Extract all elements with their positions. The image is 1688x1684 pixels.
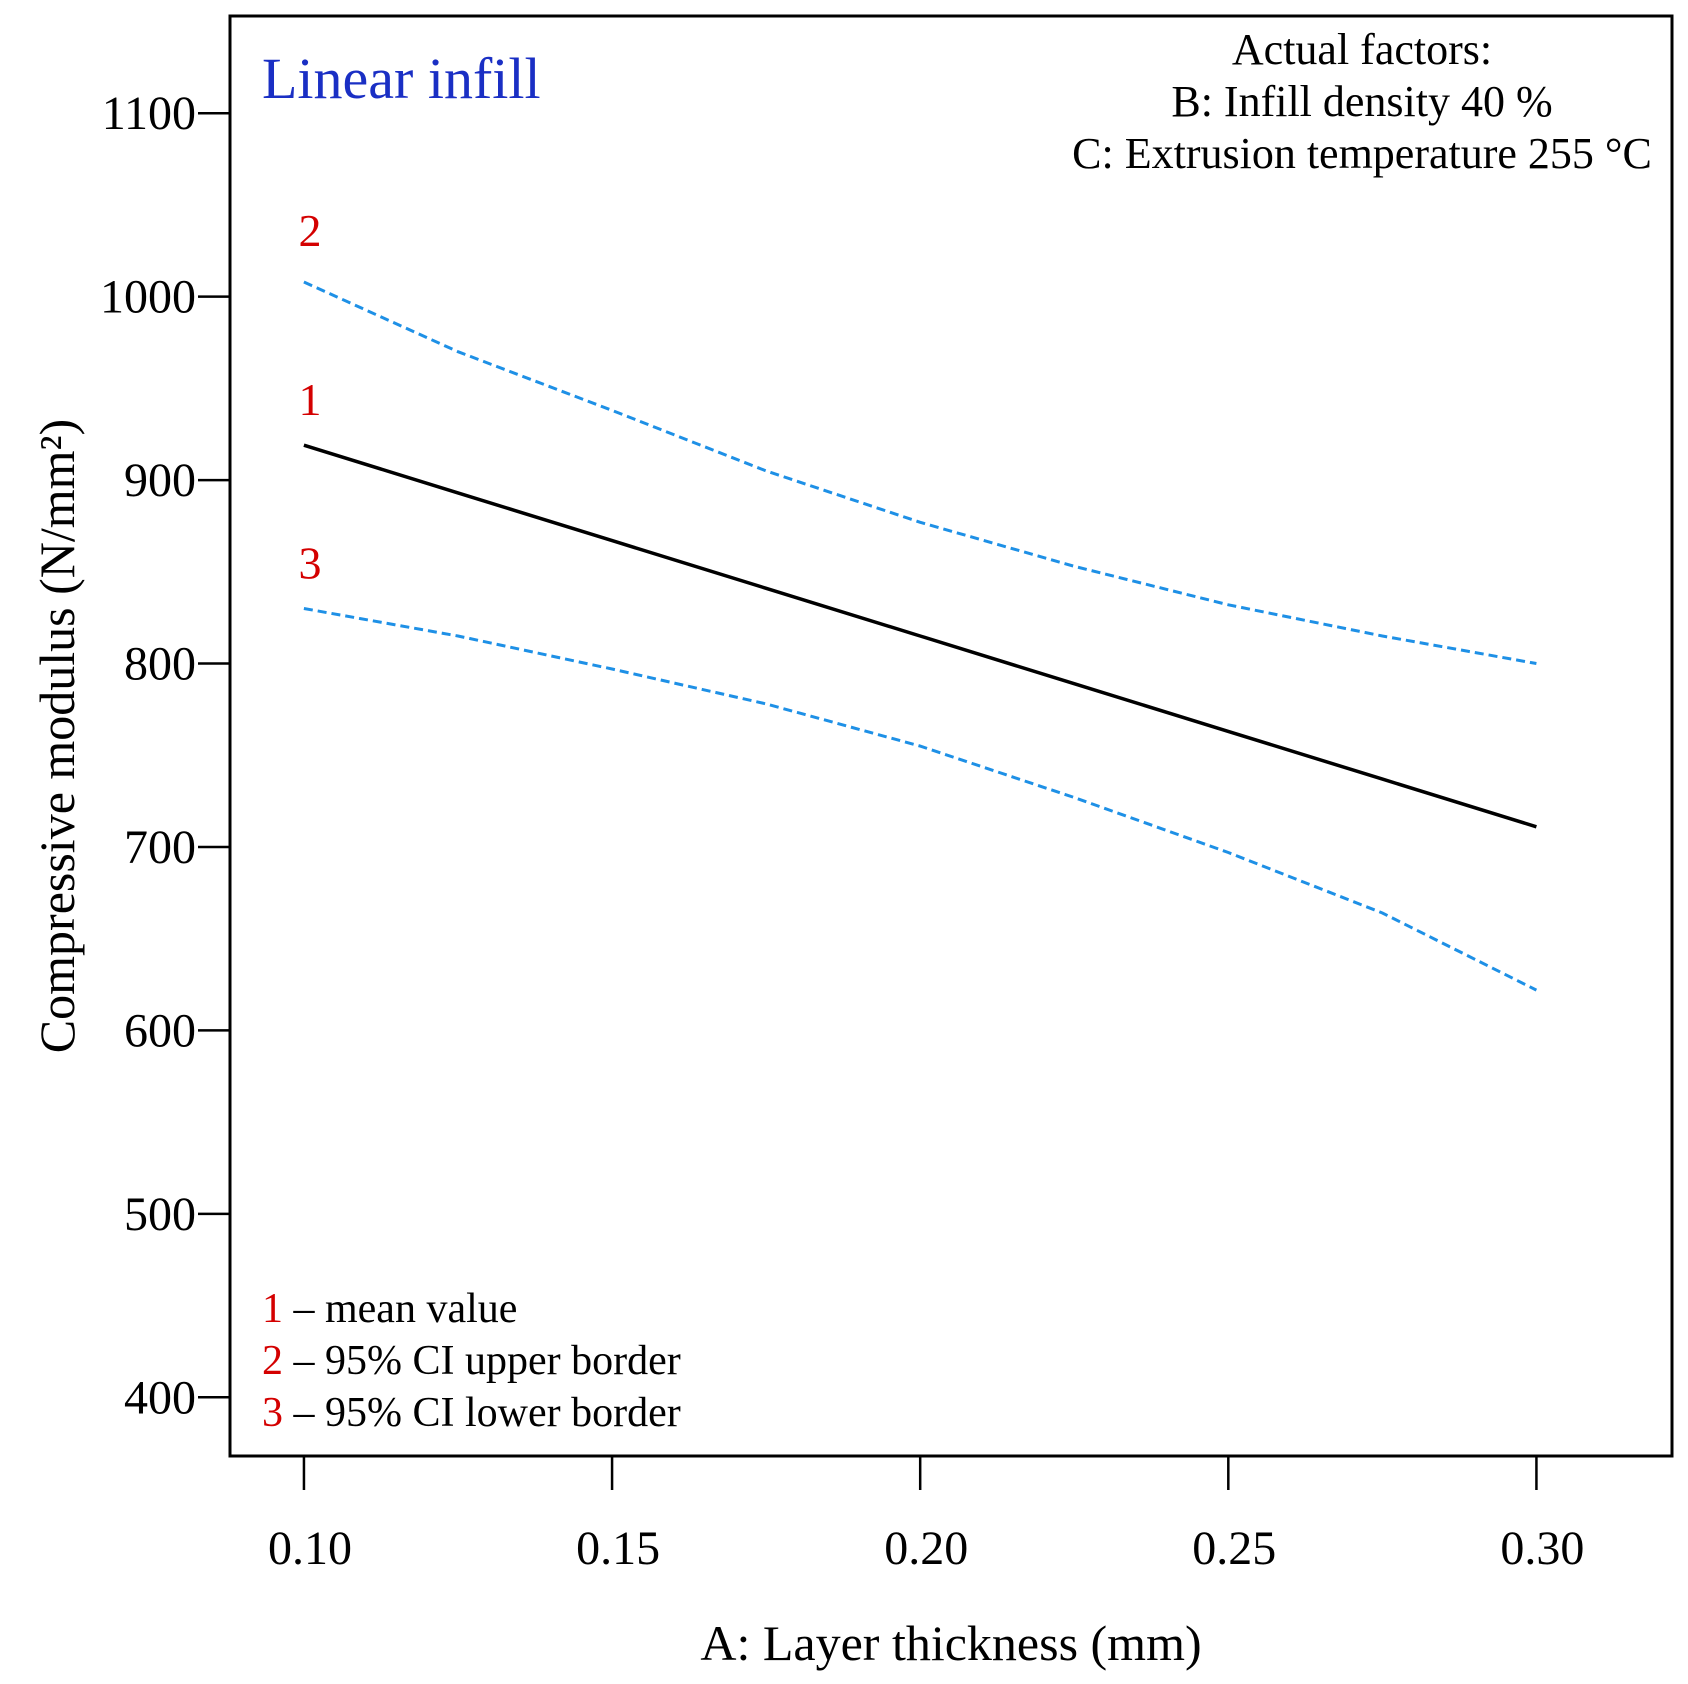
y-tick-label: 600 — [124, 1004, 196, 1057]
legend-sep-3: – — [283, 1390, 325, 1436]
y-tick-label: 400 — [124, 1371, 196, 1424]
plot-frame — [228, 14, 1674, 1458]
x-tick-label: 0.30 — [1500, 1522, 1584, 1575]
x-tick-label: 0.20 — [884, 1522, 968, 1575]
y-tick-label: 800 — [124, 638, 196, 691]
legend-text-3: 95% CI lower border — [325, 1390, 681, 1436]
y-tick-label: 1100 — [102, 87, 196, 140]
factor-b: B: Infill density 40 % — [1171, 77, 1552, 126]
y-tick-label: 700 — [124, 821, 196, 874]
series-line-2 — [303, 280, 1537, 665]
x-tick-label: 0.15 — [576, 1522, 660, 1575]
series-label-2: 2 — [298, 205, 321, 256]
legend-num-2: 2 — [262, 1338, 283, 1384]
series-label-3: 3 — [298, 538, 321, 589]
x-axis-title: A: Layer thickness (mm) — [700, 1615, 1201, 1671]
series-label-1: 1 — [298, 374, 321, 425]
legend-item-3: 3 – 95% CI lower border — [262, 1390, 681, 1436]
y-tick-label: 1000 — [100, 271, 196, 324]
legend-item-2: 2 – 95% CI upper border — [262, 1338, 681, 1384]
series-layer: 1 2 3 — [298, 205, 1538, 992]
series-line-1 — [303, 443, 1537, 829]
legend-sep-2: – — [283, 1338, 325, 1384]
legend-item-1: 1 – mean value — [262, 1286, 517, 1332]
legend: 1 – mean value 2 – 95% CI upper border 3… — [262, 1286, 681, 1436]
legend-num-3: 3 — [262, 1390, 283, 1436]
x-tick-label: 0.25 — [1192, 1522, 1276, 1575]
legend-text-2: 95% CI upper border — [325, 1338, 681, 1384]
actual-factors: Actual factors: B: Infill density 40 % C… — [1072, 25, 1652, 178]
y-tick-label: 500 — [124, 1188, 196, 1241]
factor-c: C: Extrusion temperature 255 °C — [1072, 129, 1652, 178]
legend-num-1: 1 — [262, 1286, 283, 1332]
x-axis: 0.10 0.15 0.20 0.25 0.30 — [268, 1456, 1584, 1575]
legend-sep-1: – — [283, 1286, 325, 1332]
panel-title: Linear infill — [262, 46, 541, 111]
series-line-3 — [303, 607, 1538, 992]
y-tick-label: 900 — [124, 454, 196, 507]
factors-heading: Actual factors: — [1232, 25, 1492, 74]
y-axis-title: Compressive modulus (N/mm²) — [29, 419, 85, 1053]
x-tick-label: 0.10 — [268, 1522, 352, 1575]
y-axis: 400 500 600 700 800 900 1000 1100 — [100, 87, 230, 1424]
legend-text-1: mean value — [325, 1286, 517, 1332]
